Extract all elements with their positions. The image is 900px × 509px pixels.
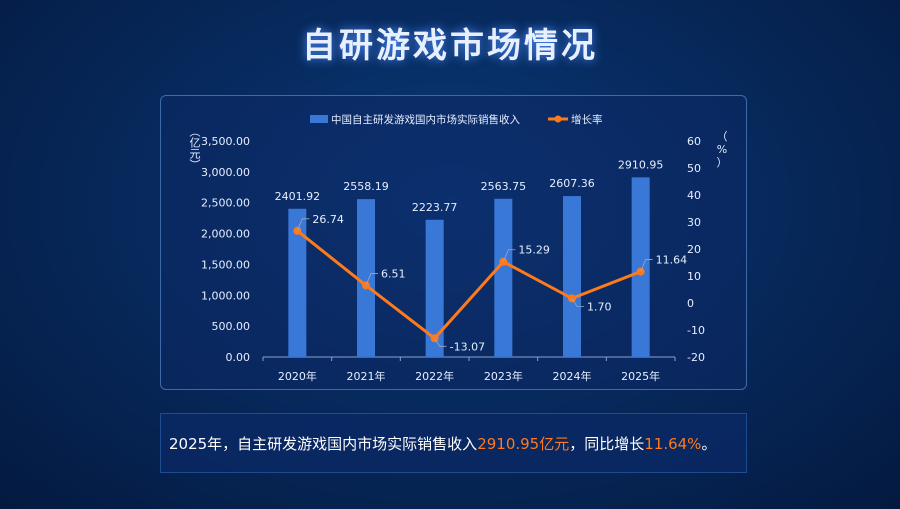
right-tick-label: 20: [687, 243, 701, 256]
bar-data-label: 2910.95: [618, 158, 664, 171]
growth-data-label: 26.74: [312, 213, 344, 226]
left-tick-label: 1,000.00: [201, 289, 250, 302]
summary-prefix: 2025年，自主研发游戏国内市场实际销售收入: [169, 435, 478, 453]
right-tick-label: 50: [687, 162, 701, 175]
legend-line-label: 增长率: [571, 113, 603, 126]
right-axis-label-char: （: [717, 130, 728, 143]
summary-text: 2025年，自主研发游戏国内市场实际销售收入2910.95亿元，同比增长11.6…: [160, 413, 747, 473]
x-tick-label: 2024年: [553, 369, 592, 383]
bar: [288, 208, 307, 357]
bar-data-label: 2558.19: [343, 180, 389, 193]
x-tick-label: 2022年: [415, 369, 454, 383]
left-tick-label: 3,500.00: [201, 135, 250, 148]
growth-data-label: -13.07: [450, 340, 485, 353]
left-tick-label: 2,500.00: [201, 197, 250, 210]
bar: [563, 196, 581, 357]
right-tick-label: 60: [687, 135, 701, 148]
growth-data-label: 11.64: [656, 254, 688, 267]
summary-rate: 11.64%: [644, 435, 702, 453]
left-tick-label: 1,500.00: [201, 258, 250, 271]
left-tick-label: 3,000.00: [201, 166, 250, 179]
growth-data-label: 6.51: [381, 267, 406, 280]
bar: [631, 177, 650, 357]
growth-data-label: 1.70: [587, 300, 612, 313]
summary-suffix: 。: [701, 435, 717, 453]
x-tick-label: 2020年: [278, 369, 317, 383]
label-leader: [640, 259, 653, 272]
right-tick-label: -10: [687, 324, 705, 337]
bar-data-label: 2607.36: [549, 177, 595, 190]
bar: [425, 219, 444, 357]
summary-value: 2910.95亿元: [477, 435, 570, 453]
left-tick-label: 2,000.00: [201, 228, 250, 241]
bar-data-label: 2563.75: [481, 180, 527, 193]
label-leader: [434, 338, 447, 347]
page-title: 自研游戏市场情况: [302, 26, 598, 66]
growth-line: [296, 229, 642, 341]
right-tick-label: 30: [687, 216, 701, 229]
bar: [357, 199, 375, 357]
legend-bar-swatch: [310, 115, 328, 123]
x-tick-label: 2021年: [347, 369, 386, 383]
bar: [494, 198, 513, 357]
label-leader: [571, 298, 584, 307]
right-axis-label-char: %: [717, 143, 727, 156]
legend-line-marker: [554, 115, 562, 123]
right-axis-label-char: ）: [717, 156, 728, 169]
summary-middle: ，同比增长: [569, 435, 645, 453]
right-tick-label: -20: [687, 351, 705, 364]
left-axis-label: （亿元）: [188, 126, 201, 170]
x-tick-label: 2025年: [621, 369, 660, 383]
bar-data-label: 2223.77: [412, 201, 458, 214]
label-leader: [296, 218, 310, 231]
legend-bar-label: 中国自主研发游戏国内市场实际销售收入: [331, 113, 520, 126]
label-leader: [365, 273, 378, 286]
growth-data-label: 15.29: [518, 244, 550, 257]
bar-data-label: 2401.92: [275, 190, 321, 203]
right-tick-label: 40: [687, 189, 701, 202]
left-tick-label: 0.00: [226, 351, 251, 364]
left-tick-label: 500.00: [212, 320, 251, 333]
right-tick-label: 10: [687, 270, 701, 283]
x-tick-label: 2023年: [484, 369, 523, 383]
right-tick-label: 0: [687, 297, 694, 310]
label-leader: [502, 249, 516, 262]
